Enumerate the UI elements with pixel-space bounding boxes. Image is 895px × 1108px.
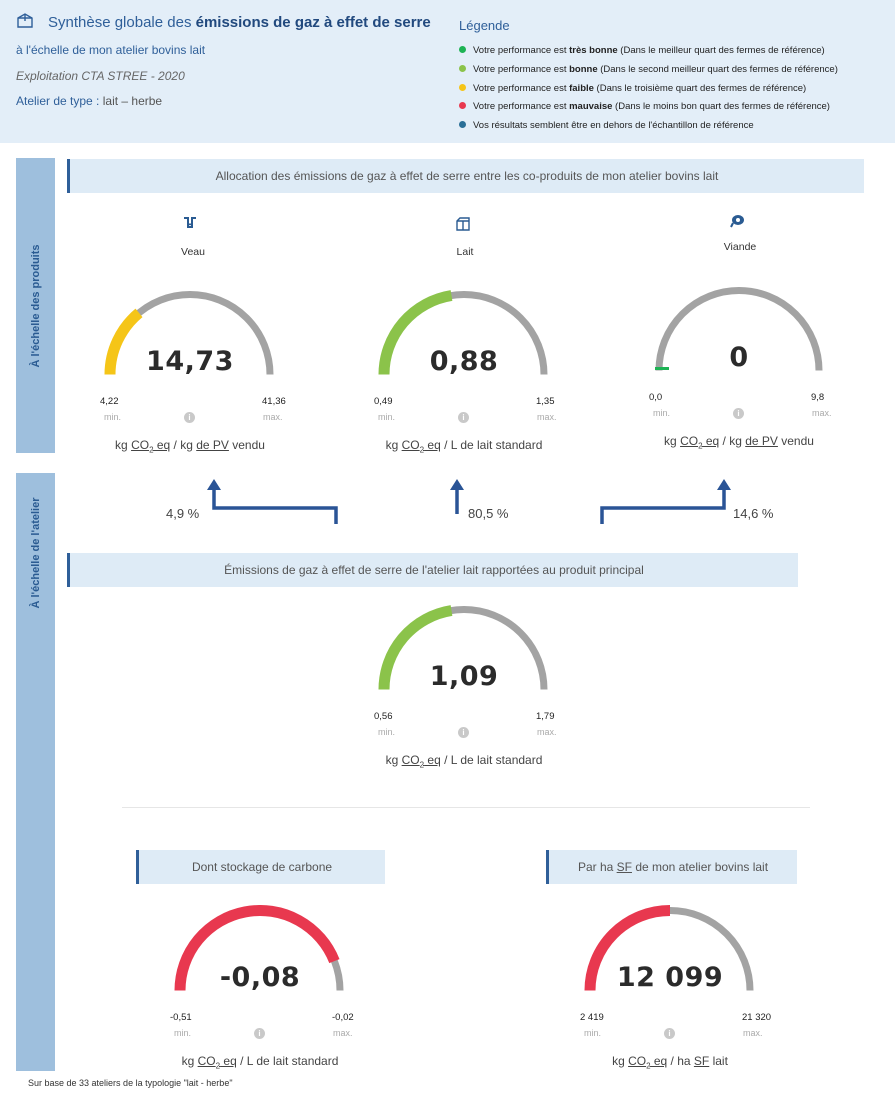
info-icon: i <box>458 727 469 738</box>
per-ha-max-value: 21 320 <box>742 1012 772 1023</box>
allocation-pct-viande: 14,6 % <box>733 506 774 521</box>
carbon-storage-max-value: -0,02 <box>332 1012 354 1023</box>
allocation-pct-veau: 4,9 % <box>166 506 200 521</box>
legend-item: Votre performance est bonne (Dans le sec… <box>459 64 838 75</box>
product-viande-max-caption: max. <box>812 408 832 418</box>
product-veau-gauge <box>104 290 274 375</box>
product-lait-min-caption: min. <box>378 412 396 422</box>
legend-dot <box>459 121 466 128</box>
product-viande-unit: kg CO2 eq / kg de PV vendu <box>664 434 814 451</box>
product-viande-min-value: 0,0 <box>649 392 663 403</box>
legend-item: Votre performance est mauvaise (Dans le … <box>459 101 830 112</box>
per-ha-max-caption: max. <box>743 1028 763 1038</box>
allocation-section-title: Allocation des émissions de gaz à effet … <box>67 159 864 193</box>
carbon-storage-max-caption: max. <box>333 1028 353 1038</box>
main-product-min-value: 0,56 <box>374 711 393 722</box>
product-label-viande: Viande <box>723 241 757 253</box>
per-ha-gauge-fill <box>584 904 671 991</box>
main-product-min-caption: min. <box>378 727 396 737</box>
arrow-left-head <box>207 479 221 490</box>
legend-dot <box>459 84 466 91</box>
info-icon: i <box>458 412 469 423</box>
arrow-right-head <box>717 479 731 490</box>
main-product-section-title: Émissions de gaz à effet de serre de l'a… <box>67 553 798 587</box>
product-lait-gauge <box>378 289 548 375</box>
carbon-storage-unit: kg CO2 eq / L de lait standard <box>181 1054 339 1071</box>
legend-dot <box>459 46 466 53</box>
carbon-storage-min-value: -0,51 <box>170 1012 192 1023</box>
product-viande-value: 0 <box>729 342 749 373</box>
meat-icon <box>730 215 744 228</box>
arrow-right <box>600 486 726 524</box>
product-label-veau: Veau <box>181 246 205 258</box>
page-subtitle: à l'échelle de mon atelier bovins lait <box>16 43 206 57</box>
product-viande-gauge <box>655 286 823 371</box>
product-veau-unit: kg CO2 eq / kg de PV vendu <box>115 438 265 455</box>
product-lait-value: 0,88 <box>429 346 499 377</box>
product-viande-min-caption: min. <box>653 408 671 418</box>
exploitation-label: Exploitation CTA STREE - 2020 <box>16 69 185 83</box>
per-ha-unit: kg CO2 eq / ha SF lait <box>612 1054 728 1071</box>
info-icon: i <box>184 412 195 423</box>
legend-item: Votre performance est faible (Dans le tr… <box>459 83 806 94</box>
per-ha-min-value: 2 419 <box>580 1012 604 1023</box>
main-product-value: 1,09 <box>429 661 499 692</box>
legend-title: Légende <box>459 18 510 33</box>
per-ha-min-caption: min. <box>584 1028 602 1038</box>
product-veau-gauge-fill <box>104 308 143 375</box>
product-lait-min-value: 0,49 <box>374 396 393 407</box>
main-product-gauge <box>378 604 548 690</box>
carbon-storage-gauge <box>174 904 344 991</box>
product-veau-max-value: 41,36 <box>262 396 286 407</box>
per-ha-gauge <box>584 904 754 991</box>
arrow-left <box>212 486 338 524</box>
side-label-products: À l'échelle des produits <box>16 158 55 453</box>
legend-item: Votre performance est très bonne (Dans l… <box>459 45 825 56</box>
calf-icon <box>184 217 196 228</box>
product-veau-min-value: 4,22 <box>100 396 119 407</box>
carbon-section-title: Dont stockage de carbone <box>136 850 385 884</box>
section-divider <box>122 807 810 808</box>
product-viande-gauge-track <box>655 286 823 371</box>
header-panel: Synthèse globale des émissions de gaz à … <box>0 0 895 143</box>
box-icon <box>17 13 33 28</box>
carbon-storage-value: -0,08 <box>219 962 301 993</box>
product-lait-gauge-fill <box>378 289 453 375</box>
product-label-lait: Lait <box>456 246 474 258</box>
product-veau-min-caption: min. <box>104 412 122 422</box>
main-product-unit: kg CO2 eq / L de lait standard <box>385 753 543 770</box>
product-lait-max-caption: max. <box>537 412 557 422</box>
main-product-gauge-fill <box>378 604 453 690</box>
info-icon: i <box>733 408 744 419</box>
legend-dot <box>459 102 466 109</box>
product-lait-max-value: 1,35 <box>536 396 555 407</box>
main-product-max-caption: max. <box>537 727 557 737</box>
product-veau-max-caption: max. <box>263 412 283 422</box>
per-ha-section-title: Par ha SF de mon atelier bovins lait <box>546 850 797 884</box>
product-veau-value: 14,73 <box>146 346 234 377</box>
allocation-pct-lait: 80,5 % <box>468 506 509 521</box>
product-viande-max-value: 9,8 <box>811 392 825 403</box>
info-icon: i <box>254 1028 265 1039</box>
arrow-middle-head <box>450 479 464 490</box>
workshop-type: Atelier de type : lait – herbe <box>16 94 163 108</box>
carbon-storage-gauge-fill <box>174 904 340 991</box>
legend-dot <box>459 65 466 72</box>
main-product-max-value: 1,79 <box>536 711 555 722</box>
info-icon: i <box>664 1028 675 1039</box>
per-ha-value: 12 099 <box>616 962 724 993</box>
side-label-workshop: À l'échelle de l'atelier <box>16 473 55 1071</box>
milk-carton-icon <box>456 217 470 231</box>
page-title: Synthèse globale des émissions de gaz à … <box>48 14 431 31</box>
carbon-storage-min-caption: min. <box>174 1028 192 1038</box>
footer-note: Sur base de 33 ateliers de la typologie … <box>28 1078 233 1088</box>
product-lait-unit: kg CO2 eq / L de lait standard <box>385 438 543 455</box>
legend-item: Vos résultats semblent être en dehors de… <box>459 120 754 131</box>
